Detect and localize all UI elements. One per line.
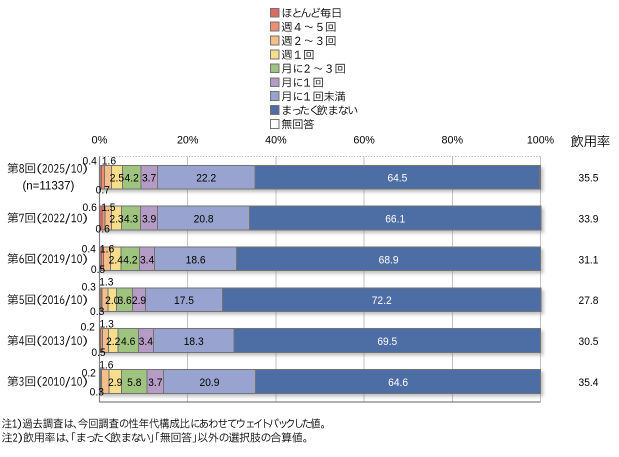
svg-text:0.3: 0.3 xyxy=(82,281,96,293)
svg-text:68.9: 68.9 xyxy=(379,254,399,266)
svg-text:27.8: 27.8 xyxy=(579,295,599,307)
svg-text:20.8: 20.8 xyxy=(194,214,214,226)
svg-text:3.7: 3.7 xyxy=(148,377,162,389)
svg-text:1.6: 1.6 xyxy=(100,244,114,256)
svg-text:0.6: 0.6 xyxy=(96,224,110,236)
svg-text:0.3: 0.3 xyxy=(90,306,104,318)
svg-text:3.9: 3.9 xyxy=(142,214,156,226)
svg-text:4.6: 4.6 xyxy=(121,336,135,348)
svg-text:64.5: 64.5 xyxy=(387,173,407,185)
svg-text:0%: 0% xyxy=(92,135,108,147)
svg-text:1.5: 1.5 xyxy=(101,202,115,214)
svg-text:20%: 20% xyxy=(177,135,199,147)
svg-text:64.6: 64.6 xyxy=(388,377,408,389)
svg-text:18.3: 18.3 xyxy=(184,336,204,348)
svg-text:40%: 40% xyxy=(265,135,287,147)
svg-text:0.2: 0.2 xyxy=(82,368,96,380)
svg-text:1.6: 1.6 xyxy=(99,359,113,371)
svg-text:0.3: 0.3 xyxy=(90,387,104,399)
svg-text:2.5: 2.5 xyxy=(110,173,124,185)
svg-text:31.1: 31.1 xyxy=(579,254,599,266)
svg-text:3.7: 3.7 xyxy=(142,173,156,185)
svg-text:60%: 60% xyxy=(353,135,375,147)
svg-text:20.9: 20.9 xyxy=(200,377,220,389)
svg-text:17.5: 17.5 xyxy=(174,295,194,307)
svg-text:1.3: 1.3 xyxy=(99,276,113,288)
svg-text:1.3: 1.3 xyxy=(100,319,114,331)
svg-text:5.8: 5.8 xyxy=(127,377,141,389)
svg-text:18.6: 18.6 xyxy=(186,254,206,266)
svg-text:0.6: 0.6 xyxy=(83,202,97,214)
svg-text:72.2: 72.2 xyxy=(372,295,392,307)
svg-text:0.2: 0.2 xyxy=(81,322,95,334)
svg-text:33.9: 33.9 xyxy=(579,214,599,226)
svg-text:0.5: 0.5 xyxy=(91,264,105,276)
svg-text:0.4: 0.4 xyxy=(83,155,97,167)
svg-text:35.4: 35.4 xyxy=(579,377,599,389)
svg-text:66.1: 66.1 xyxy=(385,214,405,226)
svg-text:100%: 100% xyxy=(527,135,554,147)
svg-text:0.5: 0.5 xyxy=(91,347,105,359)
svg-text:3.4: 3.4 xyxy=(140,254,154,266)
svg-text:(n=11337): (n=11337) xyxy=(22,180,74,192)
svg-text:35.5: 35.5 xyxy=(579,173,599,185)
svg-text:2.0: 2.0 xyxy=(105,295,119,307)
svg-text:1.6: 1.6 xyxy=(102,155,116,167)
svg-text:3.6: 3.6 xyxy=(117,295,131,307)
svg-text:4.3: 4.3 xyxy=(124,214,138,226)
svg-text:0.7: 0.7 xyxy=(96,184,110,196)
svg-text:3.4: 3.4 xyxy=(139,336,153,348)
svg-text:2.2: 2.2 xyxy=(106,336,120,348)
svg-text:0.4: 0.4 xyxy=(82,244,96,256)
svg-text:69.5: 69.5 xyxy=(377,336,397,348)
svg-text:80%: 80% xyxy=(442,135,464,147)
svg-text:2.4: 2.4 xyxy=(109,254,123,266)
svg-text:2.3: 2.3 xyxy=(109,214,123,226)
svg-text:22.2: 22.2 xyxy=(196,173,216,185)
svg-text:4.2: 4.2 xyxy=(123,254,137,266)
svg-text:2.9: 2.9 xyxy=(132,295,146,307)
svg-text:30.5: 30.5 xyxy=(579,336,599,348)
svg-text:2.9: 2.9 xyxy=(108,377,122,389)
svg-text:4.2: 4.2 xyxy=(125,173,139,185)
